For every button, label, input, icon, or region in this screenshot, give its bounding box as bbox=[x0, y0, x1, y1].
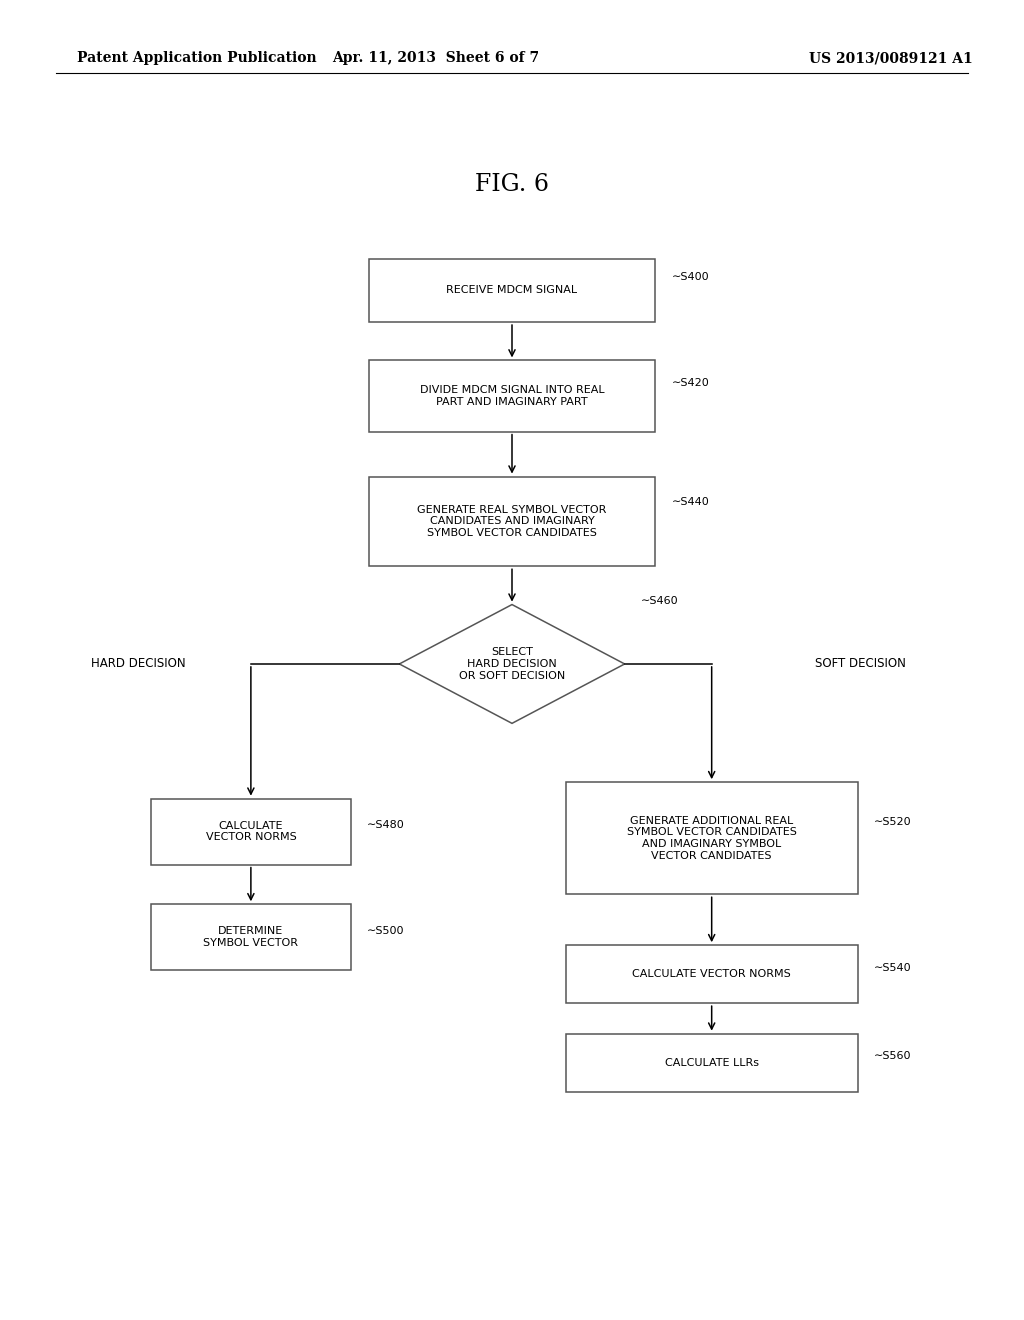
Text: ∼S520: ∼S520 bbox=[873, 817, 911, 828]
FancyBboxPatch shape bbox=[152, 904, 350, 970]
FancyBboxPatch shape bbox=[369, 259, 655, 322]
Text: ∼S560: ∼S560 bbox=[873, 1051, 911, 1061]
Text: CALCULATE LLRs: CALCULATE LLRs bbox=[665, 1057, 759, 1068]
Text: GENERATE REAL SYMBOL VECTOR
CANDIDATES AND IMAGINARY
SYMBOL VECTOR CANDIDATES: GENERATE REAL SYMBOL VECTOR CANDIDATES A… bbox=[418, 504, 606, 539]
Text: CALCULATE
VECTOR NORMS: CALCULATE VECTOR NORMS bbox=[206, 821, 296, 842]
Text: ∼S420: ∼S420 bbox=[672, 378, 710, 388]
Text: CALCULATE VECTOR NORMS: CALCULATE VECTOR NORMS bbox=[632, 969, 792, 979]
Text: DIVIDE MDCM SIGNAL INTO REAL
PART AND IMAGINARY PART: DIVIDE MDCM SIGNAL INTO REAL PART AND IM… bbox=[420, 385, 604, 407]
Text: ∼S480: ∼S480 bbox=[368, 820, 404, 830]
Text: GENERATE ADDITIONAL REAL
SYMBOL VECTOR CANDIDATES
AND IMAGINARY SYMBOL
VECTOR CA: GENERATE ADDITIONAL REAL SYMBOL VECTOR C… bbox=[627, 816, 797, 861]
FancyBboxPatch shape bbox=[565, 1034, 857, 1092]
FancyBboxPatch shape bbox=[369, 360, 655, 432]
Text: US 2013/0089121 A1: US 2013/0089121 A1 bbox=[809, 51, 973, 65]
FancyBboxPatch shape bbox=[565, 945, 857, 1003]
Text: ∼S400: ∼S400 bbox=[672, 272, 710, 282]
Text: ∼S440: ∼S440 bbox=[672, 496, 710, 507]
Text: ∼S500: ∼S500 bbox=[368, 925, 404, 936]
Text: Apr. 11, 2013  Sheet 6 of 7: Apr. 11, 2013 Sheet 6 of 7 bbox=[332, 51, 539, 65]
Text: ∼S540: ∼S540 bbox=[873, 962, 911, 973]
FancyBboxPatch shape bbox=[565, 781, 857, 895]
Text: DETERMINE
SYMBOL VECTOR: DETERMINE SYMBOL VECTOR bbox=[204, 927, 298, 948]
FancyBboxPatch shape bbox=[152, 799, 350, 865]
Text: Patent Application Publication: Patent Application Publication bbox=[77, 51, 316, 65]
Text: ∼S460: ∼S460 bbox=[641, 595, 679, 606]
FancyBboxPatch shape bbox=[369, 477, 655, 566]
Text: FIG. 6: FIG. 6 bbox=[475, 173, 549, 197]
Text: SOFT DECISION: SOFT DECISION bbox=[815, 657, 905, 671]
Text: HARD DECISION: HARD DECISION bbox=[91, 657, 185, 671]
Text: SELECT
HARD DECISION
OR SOFT DECISION: SELECT HARD DECISION OR SOFT DECISION bbox=[459, 647, 565, 681]
Text: RECEIVE MDCM SIGNAL: RECEIVE MDCM SIGNAL bbox=[446, 285, 578, 296]
Polygon shape bbox=[399, 605, 625, 723]
